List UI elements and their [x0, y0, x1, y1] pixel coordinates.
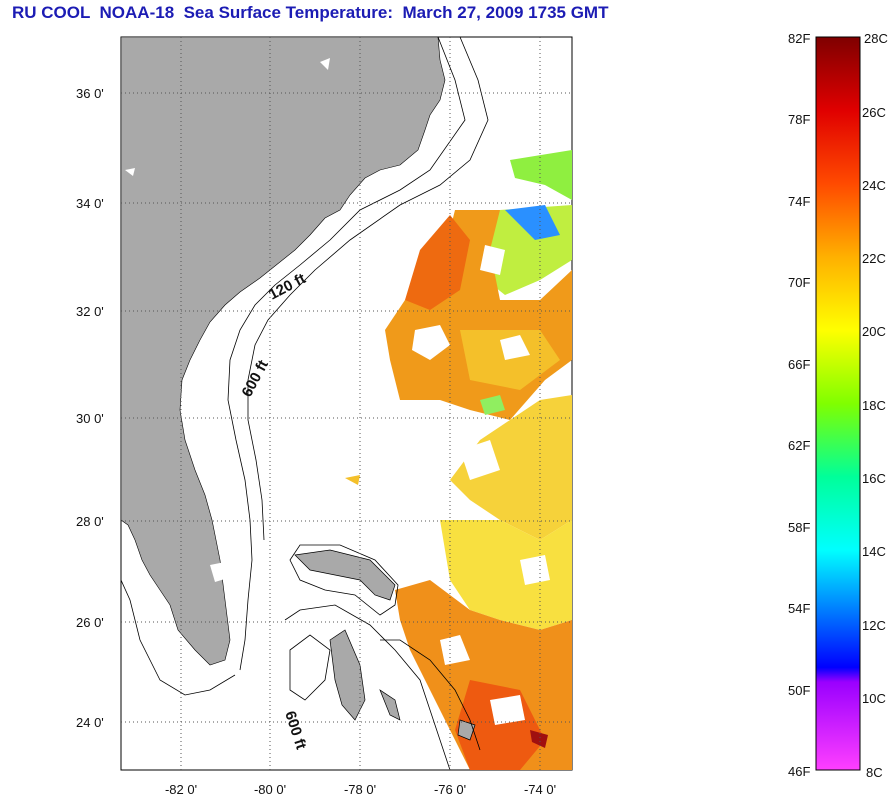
sst-data-layer	[345, 150, 572, 770]
celsius-tick: 20C	[862, 324, 886, 339]
lon-tick-label: -78 0'	[344, 782, 376, 797]
lat-tick-label: 30 0'	[76, 411, 104, 426]
lat-tick-label: 36 0'	[76, 86, 104, 101]
celsius-tick: 16C	[862, 471, 886, 486]
map-title: RU COOL NOAA-18 Sea Surface Temperature:…	[12, 3, 609, 22]
lon-tick-label: -74 0'	[524, 782, 556, 797]
lon-tick-label: -80 0'	[254, 782, 286, 797]
celsius-tick: 10C	[862, 691, 886, 706]
fahrenheit-tick: 70F	[788, 275, 810, 290]
celsius-tick: 22C	[862, 251, 886, 266]
sound-water	[320, 58, 330, 70]
celsius-tick: 18C	[862, 398, 886, 413]
lat-tick-label: 34 0'	[76, 196, 104, 211]
celsius-tick: 8C	[866, 765, 883, 780]
lat-tick-label: 28 0'	[76, 514, 104, 529]
latitude-axis: 36 0' 34 0' 32 0' 30 0' 28 0' 26 0' 24 0…	[76, 86, 104, 730]
celsius-tick: 14C	[862, 544, 886, 559]
isobath-contours	[121, 37, 489, 770]
fahrenheit-tick: 74F	[788, 194, 810, 209]
fahrenheit-tick: 78F	[788, 112, 810, 127]
inland-lake	[125, 168, 135, 176]
celsius-tick: 28C	[864, 31, 888, 46]
longitude-axis: -82 0' -80 0' -78 0' -76 0' -74 0'	[165, 782, 556, 797]
colorbar-fahrenheit-scale: 82F 78F 74F 70F 66F 62F 58F 54F 50F 46F	[788, 31, 810, 779]
lon-tick-label: -76 0'	[434, 782, 466, 797]
celsius-tick: 26C	[862, 105, 886, 120]
colorbar-celsius-scale: 28C 26C 24C 22C 20C 18C 16C 14C 12C 10C …	[862, 31, 888, 780]
us-mainland	[121, 37, 446, 666]
lon-tick-label: -82 0'	[165, 782, 197, 797]
fahrenheit-tick: 46F	[788, 764, 810, 779]
lake-okeechobee	[210, 562, 228, 582]
fahrenheit-tick: 82F	[788, 31, 810, 46]
lat-tick-label: 32 0'	[76, 304, 104, 319]
fahrenheit-tick: 66F	[788, 357, 810, 372]
fahrenheit-tick: 58F	[788, 520, 810, 535]
fahrenheit-tick: 62F	[788, 438, 810, 453]
lat-tick-label: 26 0'	[76, 615, 104, 630]
fahrenheit-tick: 50F	[788, 683, 810, 698]
colorbar	[815, 36, 861, 771]
celsius-tick: 24C	[862, 178, 886, 193]
fahrenheit-tick: 54F	[788, 601, 810, 616]
celsius-tick: 12C	[862, 618, 886, 633]
lat-tick-label: 24 0'	[76, 715, 104, 730]
bahamas-islands	[294, 549, 476, 741]
